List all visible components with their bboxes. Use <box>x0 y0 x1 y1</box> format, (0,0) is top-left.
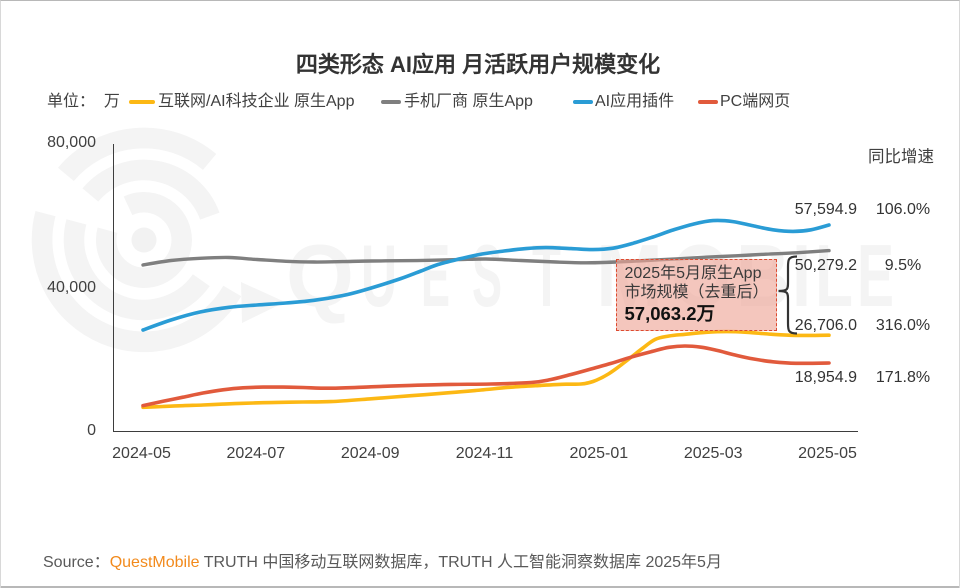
svg-text:I: I <box>792 226 811 325</box>
svg-text:U: U <box>361 226 397 325</box>
svg-text:T: T <box>532 226 561 325</box>
svg-text:E: E <box>421 226 450 325</box>
svg-text:S: S <box>472 226 502 325</box>
svg-text:L: L <box>815 226 853 325</box>
svg-text:Q: Q <box>286 226 354 325</box>
svg-text:E: E <box>857 226 894 325</box>
